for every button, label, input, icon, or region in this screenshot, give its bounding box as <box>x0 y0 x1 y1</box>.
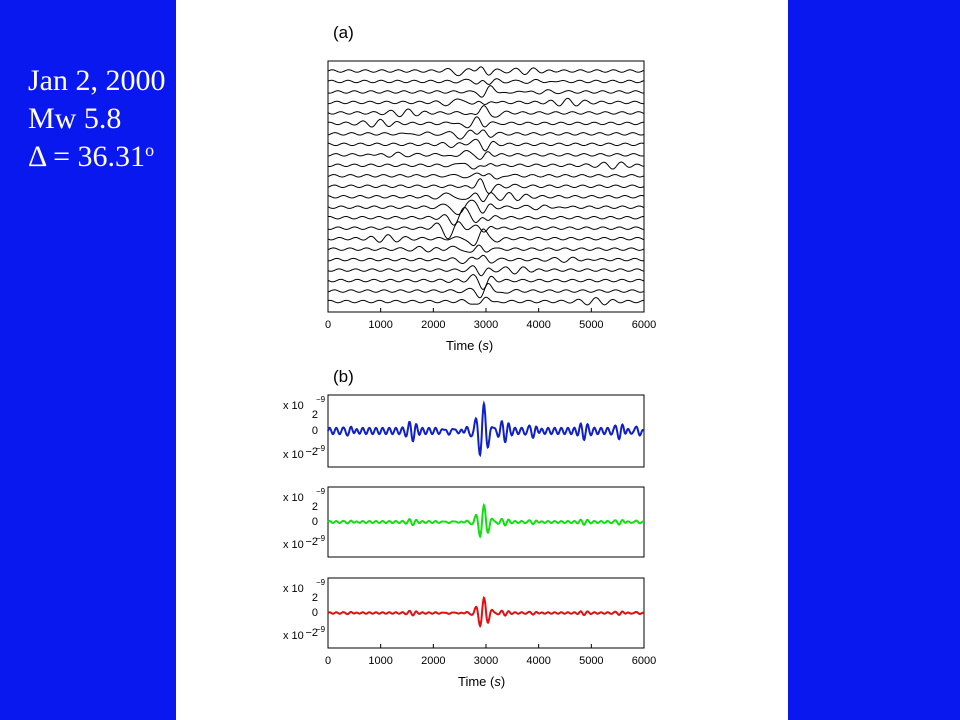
x-tick-label: 6000 <box>632 319 656 331</box>
panel-a-xlabel-suffix: ) <box>489 338 493 353</box>
panel-a-xlabel-var: s <box>482 338 489 353</box>
panel-b: (b) 20−2x 10−9x 10−920−2x 10−9x 10−920−2… <box>283 367 656 689</box>
x-tick-label: 1000 <box>368 319 392 331</box>
y-multiplier-label: x 10 <box>283 630 304 642</box>
panel-a-xlabel: Time (s) <box>446 338 493 353</box>
trace-line <box>327 150 645 160</box>
panel-b-xlabel: Time (s) <box>458 674 505 689</box>
panel-a-frame <box>327 60 645 313</box>
x-tick-label: 2000 <box>421 655 445 667</box>
x-tick-label: 1000 <box>368 655 392 667</box>
panel-a-xlabel-prefix: Time ( <box>446 338 483 353</box>
x-tick-label: 3000 <box>474 655 498 667</box>
event-magnitude: Mw 5.8 <box>28 102 122 135</box>
trace-line <box>327 161 645 170</box>
panel-b-xlabel-prefix: Time ( <box>458 674 495 689</box>
y-tick-label: −2 <box>305 446 318 458</box>
y-tick-label: 2 <box>312 501 318 513</box>
y-exponent-label: −9 <box>316 487 326 496</box>
series-line <box>327 400 645 458</box>
trace-line <box>327 116 645 129</box>
x-tick-label: 6000 <box>632 655 656 667</box>
y-exponent-label: −9 <box>316 395 326 404</box>
y-multiplier-label: x 10 <box>283 492 304 504</box>
y-tick-label: 0 <box>312 425 318 437</box>
panel-a: (a) 0 1000 2000 3000 4000 5000 6000 Time (s) <box>325 23 656 353</box>
x-tick-label: 3000 <box>474 319 498 331</box>
series-line <box>327 596 645 628</box>
y-tick-label: 0 <box>312 516 318 528</box>
trace-line <box>327 138 645 152</box>
seismogram-figure: (a) 0 1000 2000 3000 4000 5000 6000 Time (s) (… <box>283 23 656 689</box>
trace-line <box>327 78 645 85</box>
trace-line <box>327 244 645 253</box>
trace-line <box>327 254 645 264</box>
event-distance-value: Δ = 36.31 <box>28 140 146 173</box>
y-exponent-label: −9 <box>316 534 326 543</box>
event-info: Jan 2, 2000 Mw 5.8 Δ = 36.31o <box>28 62 166 176</box>
y-exponent-label: −9 <box>316 444 326 453</box>
panel-b-x-ticks: 0 1000 2000 3000 4000 5000 6000 <box>325 644 656 667</box>
y-exponent-label: −9 <box>316 578 326 587</box>
trace-line <box>327 85 645 98</box>
panel-a-traces <box>327 66 645 306</box>
x-tick-label: 5000 <box>579 319 603 331</box>
y-tick-label: −2 <box>305 536 318 548</box>
panel-b-subplots: 20−2x 10−9x 10−920−2x 10−9x 10−920−2x 10… <box>283 394 645 649</box>
trace-line <box>327 265 645 277</box>
trace-line <box>327 199 645 216</box>
subplot-3: 20−2x 10−9x 10−9 <box>283 577 645 649</box>
y-multiplier-label: x 10 <box>283 583 304 595</box>
trace-line <box>327 221 645 240</box>
trace-line <box>327 129 645 140</box>
trace-line <box>327 192 645 203</box>
subplot-2: 20−2x 10−9x 10−9 <box>283 486 645 558</box>
figure-panel: (a) 0 1000 2000 3000 4000 5000 6000 Time (s) (… <box>176 0 788 720</box>
panel-a-label: (a) <box>333 23 354 42</box>
y-tick-label: 2 <box>312 592 318 604</box>
y-tick-label: 2 <box>312 409 318 421</box>
trace-line <box>327 66 645 77</box>
trace-line <box>327 296 645 306</box>
y-multiplier-label: x 10 <box>283 400 304 412</box>
panel-a-x-ticks: 0 1000 2000 3000 4000 5000 6000 <box>325 308 656 331</box>
trace-line <box>327 97 645 107</box>
series-line <box>327 503 645 539</box>
y-multiplier-label: x 10 <box>283 449 304 461</box>
panel-b-xlabel-var: s <box>494 674 501 689</box>
y-multiplier-label: x 10 <box>283 539 304 551</box>
trace-line <box>327 283 645 299</box>
event-date: Jan 2, 2000 <box>28 64 166 97</box>
panel-b-xlabel-suffix: ) <box>501 674 505 689</box>
degree-unit: o <box>145 140 155 160</box>
x-tick-label: 4000 <box>526 319 550 331</box>
trace-line <box>327 178 645 194</box>
x-tick-label: 0 <box>325 319 331 331</box>
trace-line <box>327 105 645 118</box>
event-distance: Δ = 36.31o <box>28 138 166 176</box>
y-tick-label: −2 <box>305 627 318 639</box>
y-tick-label: 0 <box>312 607 318 619</box>
x-tick-label: 0 <box>325 655 331 667</box>
panel-b-label: (b) <box>333 367 354 386</box>
x-tick-label: 5000 <box>579 655 603 667</box>
subplot-1: 20−2x 10−9x 10−9 <box>283 394 645 468</box>
trace-line <box>327 207 645 226</box>
y-exponent-label: −9 <box>316 625 326 634</box>
trace-line <box>327 228 645 247</box>
x-tick-label: 2000 <box>421 319 445 331</box>
trace-line <box>327 172 645 180</box>
x-tick-label: 4000 <box>526 655 550 667</box>
